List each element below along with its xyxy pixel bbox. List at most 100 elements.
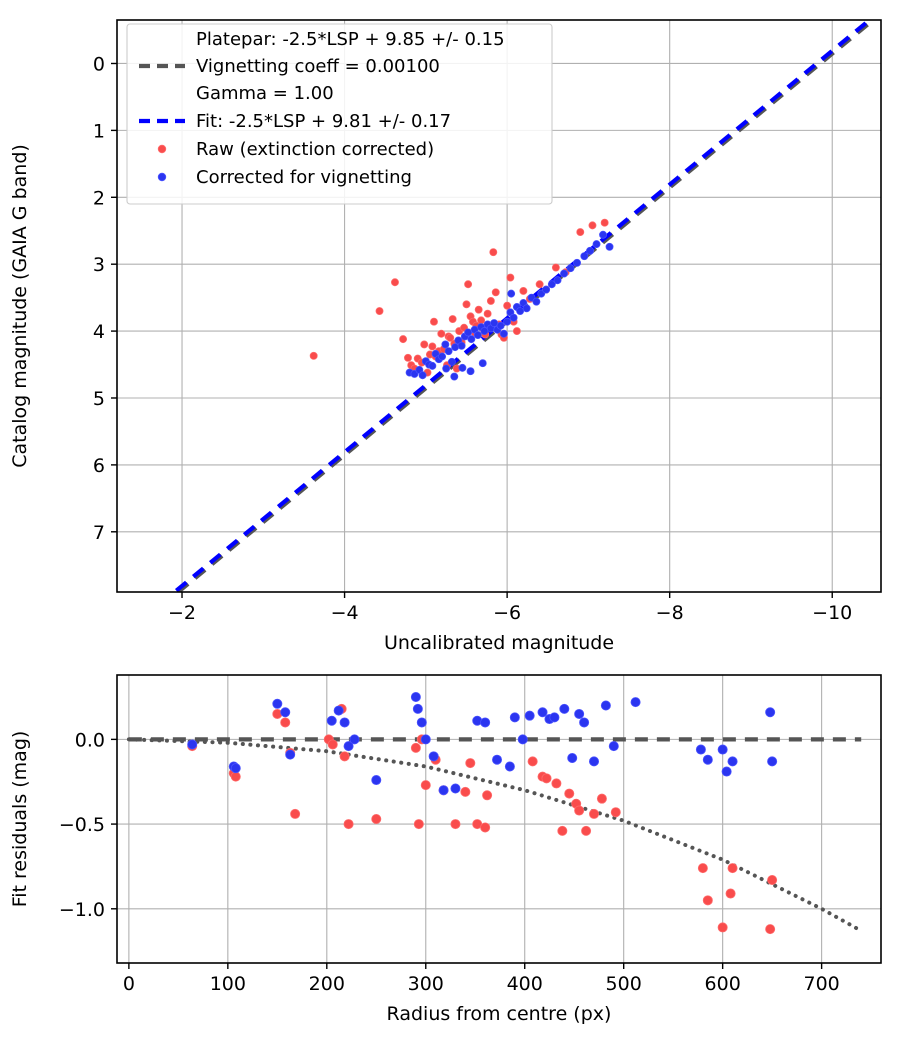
fit-line	[174, 20, 873, 592]
y-tick-label: 2	[93, 187, 105, 209]
data-point	[474, 305, 483, 314]
data-point	[428, 751, 439, 762]
data-point	[451, 343, 460, 352]
data-point	[551, 263, 560, 272]
data-point	[695, 744, 706, 755]
data-point	[349, 734, 360, 745]
x-tick-label: −2	[168, 602, 196, 624]
data-point	[574, 805, 585, 816]
data-point	[567, 753, 578, 764]
y-axis-title: Fit residuals (mag)	[9, 731, 31, 908]
data-point	[600, 218, 609, 227]
data-point	[441, 340, 450, 349]
data-point	[589, 756, 600, 767]
data-point	[410, 692, 421, 703]
data-point	[765, 924, 776, 935]
data-point	[458, 363, 467, 372]
vignetting-model-curve	[126, 737, 864, 933]
data-point	[290, 808, 301, 819]
data-point	[527, 756, 538, 767]
data-area	[126, 692, 864, 935]
data-point	[509, 712, 520, 723]
x-tick-label: 100	[210, 973, 246, 995]
data-point	[444, 347, 453, 356]
x-tick-label: 700	[803, 973, 839, 995]
data-point	[717, 922, 728, 933]
data-point	[503, 301, 512, 310]
data-point	[727, 756, 738, 767]
data-point	[524, 710, 535, 721]
data-point	[727, 863, 738, 874]
x-axis-title: Uncalibrated magnitude	[384, 632, 614, 654]
x-tick-label: 0	[123, 973, 135, 995]
data-point	[483, 309, 492, 318]
data-point	[280, 707, 291, 718]
data-point	[697, 863, 708, 874]
data-point	[230, 771, 241, 782]
data-point	[560, 269, 568, 278]
data-point	[564, 788, 575, 799]
data-point	[442, 364, 451, 373]
data-point	[343, 741, 354, 752]
x-tick-label: 400	[507, 973, 543, 995]
data-point	[333, 705, 344, 716]
data-point	[187, 739, 198, 750]
data-point	[630, 697, 641, 708]
data-point	[506, 273, 515, 282]
data-point	[460, 786, 471, 797]
data-point	[517, 734, 528, 745]
data-point	[410, 742, 421, 753]
data-point	[428, 361, 437, 370]
data-point	[551, 778, 562, 789]
x-axis-title: Radius from centre (px)	[387, 1003, 612, 1025]
data-point	[496, 321, 505, 330]
data-point	[504, 761, 515, 772]
data-point	[499, 329, 508, 338]
legend-entry-label: Gamma = 1.00	[196, 83, 334, 104]
data-point	[767, 874, 778, 885]
x-tick-label: −4	[331, 602, 359, 624]
data-point	[559, 703, 570, 714]
data-point	[467, 335, 476, 344]
legend-entry-label: Corrected for vignetting	[196, 167, 412, 188]
y-tick-label: −1.0	[59, 899, 105, 921]
y-tick-label: 7	[93, 522, 105, 544]
data-point	[464, 280, 473, 289]
data-point	[519, 287, 528, 295]
data-point	[586, 246, 594, 255]
data-point	[477, 316, 486, 325]
data-point	[478, 359, 487, 368]
data-point	[721, 766, 732, 777]
data-point	[486, 297, 495, 305]
data-point	[375, 307, 384, 315]
data-point	[588, 221, 597, 230]
data-point	[503, 317, 512, 326]
data-point	[420, 340, 429, 349]
residuals-plot-panel: 0 100 200 300 400 500 600 700 0.0 −0.5 −1.0 Radius …	[0, 655, 900, 1050]
data-point	[600, 700, 611, 711]
data-point	[412, 703, 423, 714]
data-point	[507, 289, 516, 298]
data-point	[430, 317, 438, 326]
calibration-scatter-svg: −2 −4 −6 −8 −10 0 1 2 3 4 5 6 7 Uncalibrated magnitud…	[9, 19, 882, 654]
data-point	[339, 717, 350, 728]
data-point	[230, 763, 241, 774]
gridlines	[117, 675, 881, 963]
data-point	[767, 756, 778, 767]
data-point	[579, 717, 590, 728]
data-point	[725, 888, 736, 899]
data-point	[702, 754, 713, 765]
data-point	[489, 248, 498, 257]
data-point	[557, 825, 568, 836]
data-point	[574, 708, 585, 719]
data-point	[553, 276, 562, 285]
y-tick-label: 0	[93, 53, 105, 75]
legend-box	[126, 23, 553, 205]
data-point	[371, 813, 382, 824]
data-point	[480, 822, 491, 833]
data-point	[438, 352, 447, 361]
data-point	[702, 895, 713, 906]
data-point	[416, 717, 427, 728]
data-point	[717, 744, 728, 755]
